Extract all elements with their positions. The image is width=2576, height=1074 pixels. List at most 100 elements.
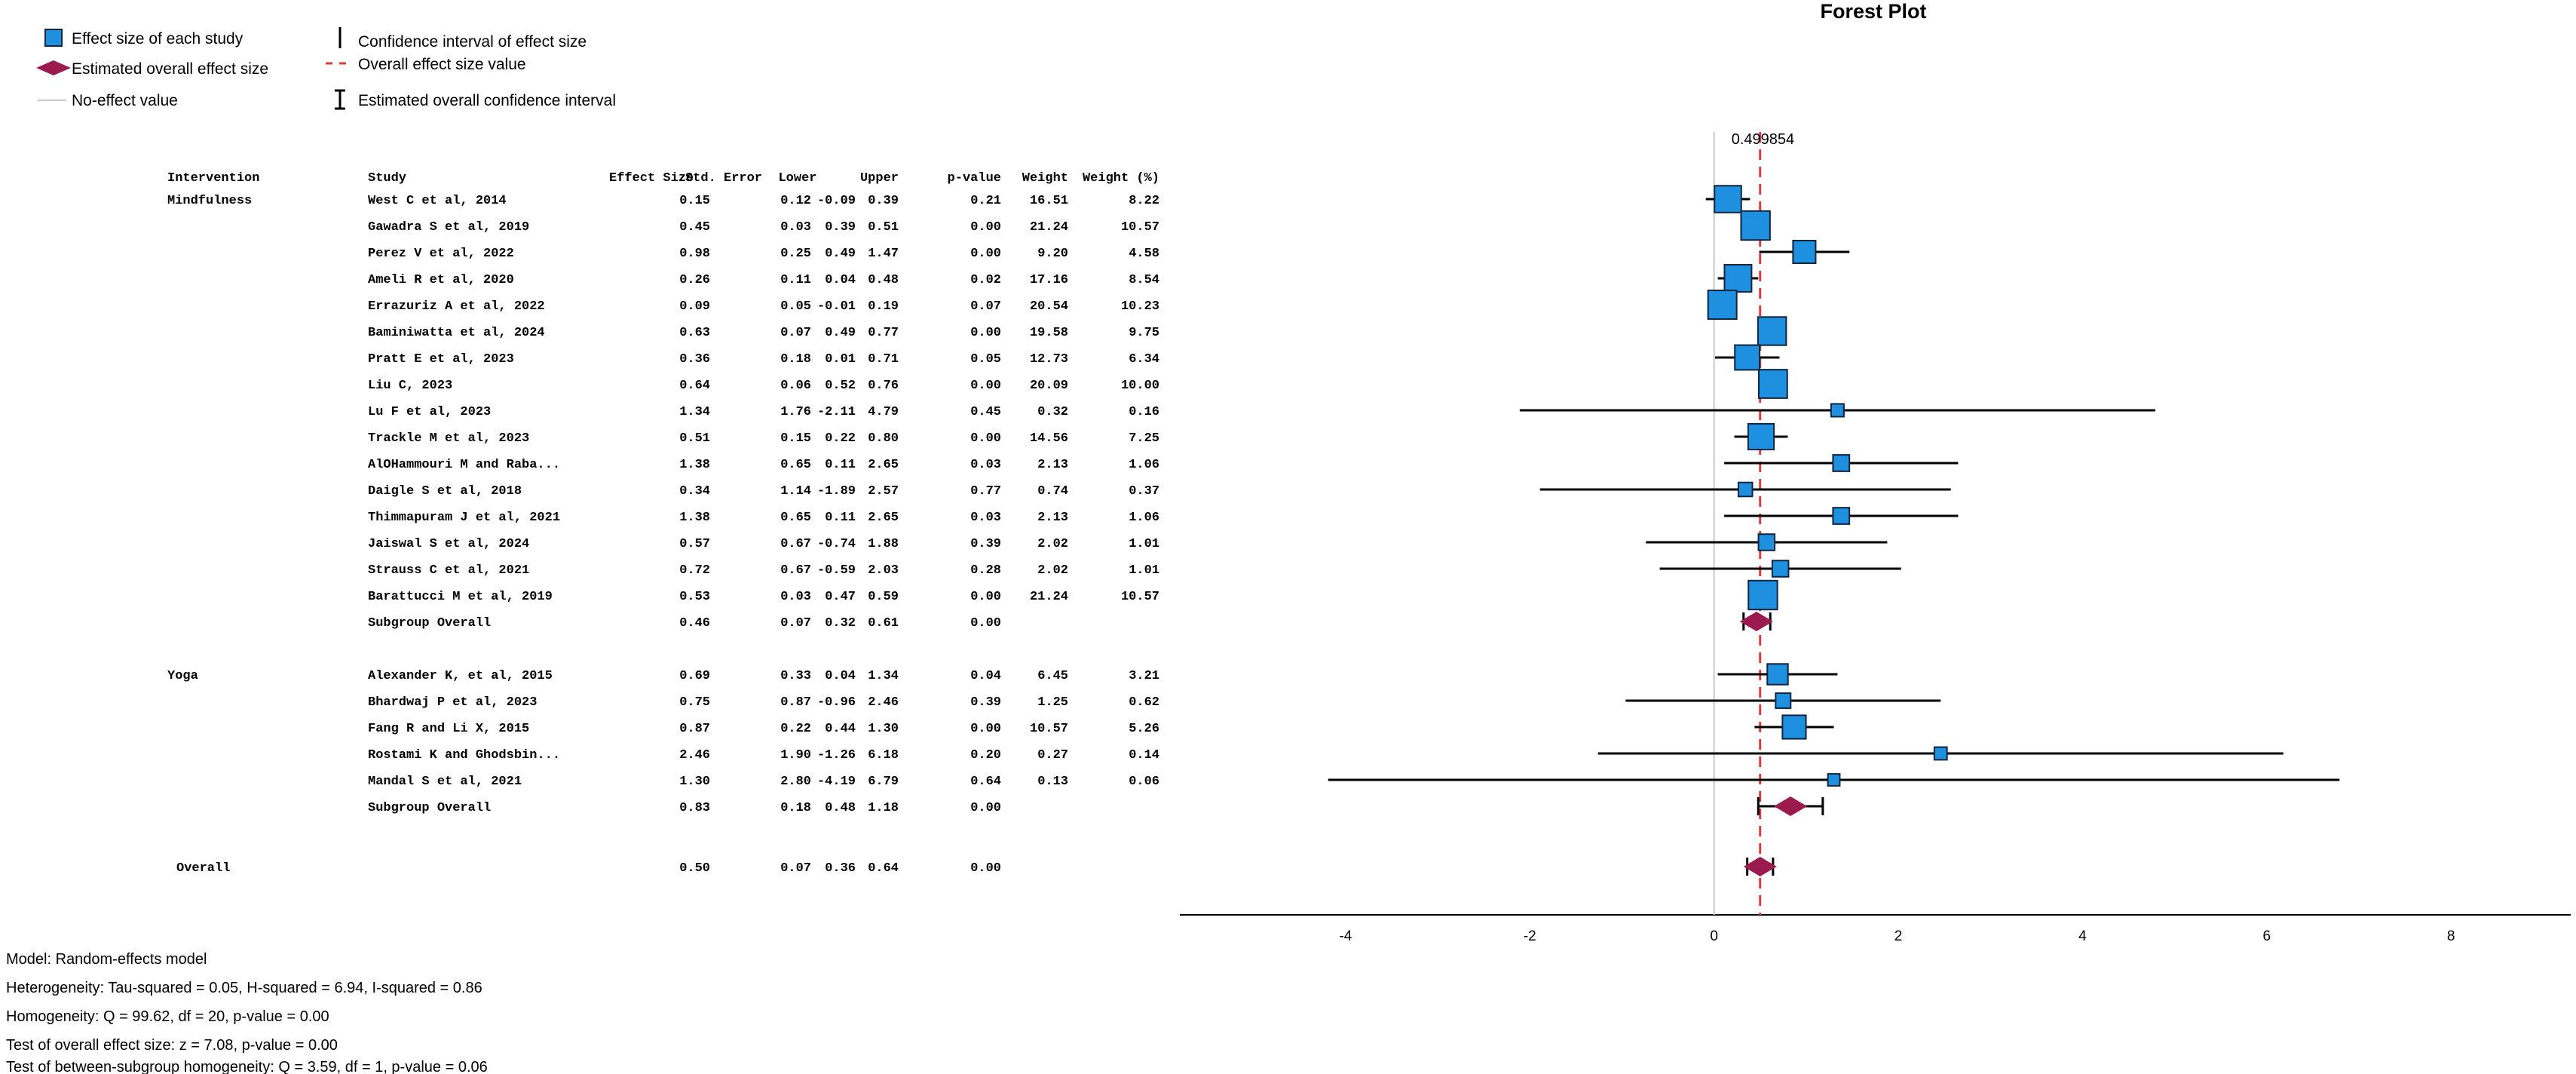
cell-es: 0.83 [679,801,710,815]
study-name: Errazuriz A et al, 2022 [368,299,545,314]
cell-lo: -4.19 [817,775,856,789]
cell-w: 2.02 [1037,537,1068,551]
cell-p: 0.00 [970,801,1001,815]
cell-p: 0.39 [970,537,1001,551]
cell-p: 0.00 [970,861,1001,876]
cell-w: 0.27 [1037,748,1068,763]
study-name: Bhardwaj P et al, 2023 [368,695,537,710]
cell-es: 1.30 [679,775,710,789]
cell-es: 0.53 [679,590,710,604]
cell-p: 0.03 [970,511,1001,525]
cell-wp: 4.58 [1129,247,1159,261]
cell-lo: 0.11 [825,458,856,472]
effect-size-marker [1933,746,1948,761]
cell-lo: -0.09 [817,194,856,208]
chart-title: Forest Plot [1820,0,1926,23]
overall-label: Overall [176,861,230,876]
cell-es: 0.09 [679,299,710,314]
effect-size-marker [1737,481,1754,498]
legend-effect-size-marker [44,29,63,47]
overall-effect-diamond [1743,857,1777,876]
cell-wp: 1.01 [1129,563,1159,578]
cell-w: 20.54 [1030,299,1068,314]
table-rows: Mindfulness West C et al, 2014 0.15 0.12 -0.… [167,194,1159,876]
cell-wp: 10.00 [1121,379,1159,393]
overall-value-label: 0.499854 [1732,131,1794,148]
cell-hi: 2.65 [868,511,899,525]
cell-p: 0.07 [970,299,1001,314]
cell-w: 12.73 [1030,352,1068,367]
x-tick-label: 4 [2078,928,2087,944]
cell-p: 0.00 [970,616,1001,631]
legend-overall-line-label: Overall effect size value [358,56,526,73]
study-name: Alexander K, et al, 2015 [368,669,553,683]
cell-p: 0.04 [970,669,1001,683]
cell-p: 0.28 [970,563,1001,578]
cell-p: 0.00 [970,431,1001,446]
cell-w: 21.24 [1030,220,1068,235]
cell-lo: 0.39 [825,220,856,235]
cell-p: 0.77 [970,484,1001,499]
cell-wp: 0.37 [1129,484,1159,499]
cell-p: 0.00 [970,722,1001,736]
cell-es: 0.51 [679,431,710,446]
effect-size-marker [1781,714,1807,740]
cell-w: 2.13 [1037,458,1068,472]
x-tick-label: -4 [1339,928,1352,944]
cell-lo: -0.96 [817,695,856,710]
subgroup-label: Subgroup Overall [368,616,491,631]
cell-wp: 3.21 [1129,669,1159,683]
cell-se: 0.03 [780,590,811,604]
cell-w: 21.24 [1030,590,1068,604]
cell-lo: -2.11 [817,405,856,419]
cell-hi: 0.71 [868,352,899,367]
intervention-label: Mindfulness [167,194,252,208]
effect-size-marker [1832,507,1851,525]
cell-se: 0.07 [780,326,811,340]
cell-lo: 0.22 [825,431,856,446]
cell-lo: 0.32 [825,616,856,631]
cell-hi: 2.57 [868,484,899,499]
study-name: Pratt E et al, 2023 [368,352,514,367]
cell-w: 0.32 [1037,405,1068,419]
cell-es: 0.72 [679,563,710,578]
cell-es: 0.15 [679,194,710,208]
cell-p: 0.45 [970,405,1001,419]
cell-hi: 2.65 [868,458,899,472]
x-tick-label: -2 [1524,928,1536,944]
cell-se: 0.07 [780,861,811,876]
x-tick-label: 8 [2447,928,2455,944]
intervention-label: Yoga [167,669,198,683]
col-header-intervention: Intervention [167,171,259,186]
effect-size-marker [1747,422,1775,451]
cell-lo: -0.74 [817,537,856,551]
cell-wp: 0.16 [1129,405,1159,419]
cell-hi: 1.30 [868,722,899,736]
cell-p: 0.39 [970,695,1001,710]
cell-hi: 2.03 [868,563,899,578]
effect-size-marker [1827,773,1841,787]
footer-model: Model: Random-effects model [6,951,207,968]
cell-wp: 10.23 [1121,299,1159,314]
cell-w: 16.51 [1030,194,1068,208]
effect-size-marker [1714,185,1742,213]
cell-hi: 4.79 [868,405,899,419]
cell-w: 10.57 [1030,722,1068,736]
cell-se: 0.18 [780,801,811,815]
legend-no-effect-label: No-effect value [72,92,178,109]
cell-wp: 0.62 [1129,695,1159,710]
cell-es: 1.38 [679,511,710,525]
cell-se: 0.07 [780,616,811,631]
cell-se: 0.12 [780,194,811,208]
study-name: Barattucci M et al, 2019 [368,590,553,604]
cell-hi: 0.19 [868,299,899,314]
cell-p: 0.02 [970,273,1001,287]
cell-wp: 1.06 [1129,458,1159,472]
cell-wp: 9.75 [1129,326,1159,340]
cell-p: 0.00 [970,379,1001,393]
cell-lo: 0.11 [825,511,856,525]
overall-effect-diamond [1774,796,1808,816]
cell-w: 2.02 [1037,563,1068,578]
cell-hi: 0.39 [868,194,899,208]
